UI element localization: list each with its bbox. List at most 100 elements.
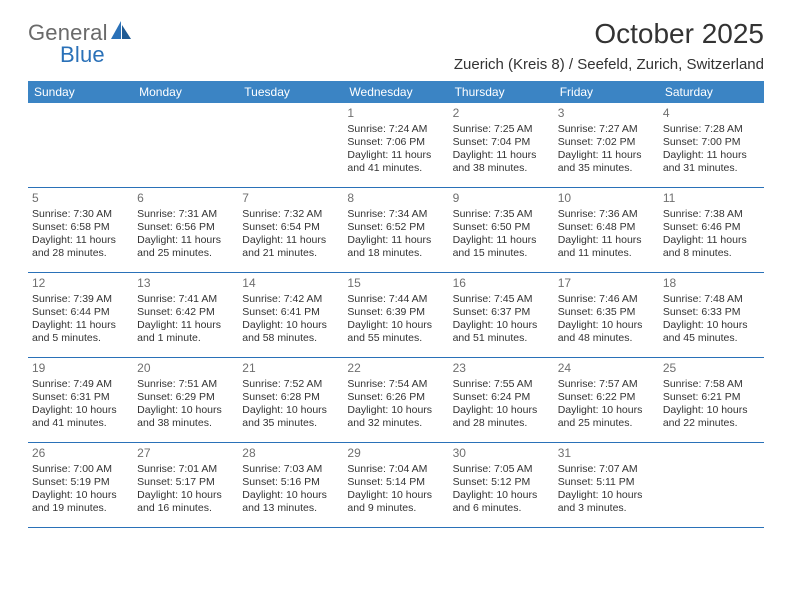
weeks-container: 1Sunrise: 7:24 AMSunset: 7:06 PMDaylight… (28, 103, 764, 528)
page-title: October 2025 (454, 18, 764, 50)
sunrise-line: Sunrise: 7:46 AM (558, 293, 655, 306)
day-cell: 30 Sunrise: 7:05 AMSunset: 5:12 PMDayligh… (449, 443, 554, 527)
sunset-line: Sunset: 6:29 PM (137, 391, 234, 404)
daylight-line: Daylight: 10 hours and 6 minutes. (453, 489, 550, 515)
daylight-line: Daylight: 10 hours and 58 minutes. (242, 319, 339, 345)
sunrise-line: Sunrise: 7:42 AM (242, 293, 339, 306)
sunrise-line: Sunrise: 7:34 AM (347, 208, 444, 221)
day-cell: 13Sunrise: 7:41 AMSunset: 6:42 PMDayligh… (133, 273, 238, 357)
day-number: 7 (242, 191, 339, 206)
week-row: 5Sunrise: 7:30 AMSunset: 6:58 PMDaylight… (28, 188, 764, 273)
sunset-line: Sunset: 6:50 PM (453, 221, 550, 234)
day-cell: 25Sunrise: 7:58 AMSunset: 6:21 PMDayligh… (659, 358, 764, 442)
sunrise-line: Sunrise: 7:04 AM (347, 463, 444, 476)
sunset-line: Sunset: 6:41 PM (242, 306, 339, 319)
day-cell: 20Sunrise: 7:51 AMSunset: 6:29 PMDayligh… (133, 358, 238, 442)
day-number: 31 (558, 446, 655, 461)
sunset-line: Sunset: 5:14 PM (347, 476, 444, 489)
day-cell: 17Sunrise: 7:46 AMSunset: 6:35 PMDayligh… (554, 273, 659, 357)
day-cell: 19Sunrise: 7:49 AMSunset: 6:31 PMDayligh… (28, 358, 133, 442)
day-number: 19 (32, 361, 129, 376)
sunrise-line: Sunrise: 7:49 AM (32, 378, 129, 391)
day-cell: 4Sunrise: 7:28 AMSunset: 7:00 PMDaylight… (659, 103, 764, 187)
sail-icon (111, 21, 133, 46)
sunrise-line: Sunrise: 7:01 AM (137, 463, 234, 476)
dow-thursday: Thursday (449, 81, 554, 103)
sunset-line: Sunset: 6:56 PM (137, 221, 234, 234)
daylight-line: Daylight: 11 hours and 35 minutes. (558, 149, 655, 175)
sunrise-line: Sunrise: 7:41 AM (137, 293, 234, 306)
daylight-line: Daylight: 11 hours and 11 minutes. (558, 234, 655, 260)
day-cell: 1Sunrise: 7:24 AMSunset: 7:06 PMDaylight… (343, 103, 448, 187)
calendar: Sunday Monday Tuesday Wednesday Thursday… (28, 81, 764, 528)
day-cell: 12Sunrise: 7:39 AMSunset: 6:44 PMDayligh… (28, 273, 133, 357)
day-number: 8 (347, 191, 444, 206)
day-cell (133, 103, 238, 187)
sunset-line: Sunset: 6:58 PM (32, 221, 129, 234)
sunset-line: Sunset: 6:37 PM (453, 306, 550, 319)
sunrise-line: Sunrise: 7:36 AM (558, 208, 655, 221)
sunset-line: Sunset: 6:42 PM (137, 306, 234, 319)
day-number: 27 (137, 446, 234, 461)
daylight-line: Daylight: 10 hours and 22 minutes. (663, 404, 760, 430)
daylight-line: Daylight: 11 hours and 25 minutes. (137, 234, 234, 260)
sunrise-line: Sunrise: 7:52 AM (242, 378, 339, 391)
location-text: Zuerich (Kreis 8) / Seefeld, Zurich, Swi… (454, 56, 764, 73)
day-cell: 18Sunrise: 7:48 AMSunset: 6:33 PMDayligh… (659, 273, 764, 357)
daylight-line: Daylight: 10 hours and 51 minutes. (453, 319, 550, 345)
sunset-line: Sunset: 6:28 PM (242, 391, 339, 404)
sunset-line: Sunset: 5:11 PM (558, 476, 655, 489)
sunset-line: Sunset: 6:52 PM (347, 221, 444, 234)
sunrise-line: Sunrise: 7:03 AM (242, 463, 339, 476)
sunrise-line: Sunrise: 7:31 AM (137, 208, 234, 221)
dow-saturday: Saturday (659, 81, 764, 103)
sunset-line: Sunset: 5:17 PM (137, 476, 234, 489)
day-cell: 3Sunrise: 7:27 AMSunset: 7:02 PMDaylight… (554, 103, 659, 187)
daylight-line: Daylight: 11 hours and 18 minutes. (347, 234, 444, 260)
header: General October 2025 Zuerich (Kreis 8) /… (28, 18, 764, 73)
page: General October 2025 Zuerich (Kreis 8) /… (0, 0, 792, 538)
daylight-line: Daylight: 10 hours and 25 minutes. (558, 404, 655, 430)
day-number: 15 (347, 276, 444, 291)
daylight-line: Daylight: 10 hours and 41 minutes. (32, 404, 129, 430)
sunrise-line: Sunrise: 7:44 AM (347, 293, 444, 306)
dow-tuesday: Tuesday (238, 81, 343, 103)
daylight-line: Daylight: 10 hours and 48 minutes. (558, 319, 655, 345)
day-cell: 28Sunrise: 7:03 AMSunset: 5:16 PMDayligh… (238, 443, 343, 527)
sunrise-line: Sunrise: 7:38 AM (663, 208, 760, 221)
daylight-line: Daylight: 10 hours and 16 minutes. (137, 489, 234, 515)
sunrise-line: Sunrise: 7:51 AM (137, 378, 234, 391)
day-cell: 29Sunrise: 7:04 AMSunset: 5:14 PMDayligh… (343, 443, 448, 527)
day-number: 20 (137, 361, 234, 376)
daylight-line: Daylight: 11 hours and 21 minutes. (242, 234, 339, 260)
daylight-line: Daylight: 10 hours and 28 minutes. (453, 404, 550, 430)
sunrise-line: Sunrise: 7:32 AM (242, 208, 339, 221)
daylight-line: Daylight: 10 hours and 3 minutes. (558, 489, 655, 515)
sunrise-line: Sunrise: 7:25 AM (453, 123, 550, 136)
day-number: 30 (453, 446, 550, 461)
day-number: 1 (347, 106, 444, 121)
daylight-line: Daylight: 10 hours and 13 minutes. (242, 489, 339, 515)
sunset-line: Sunset: 6:22 PM (558, 391, 655, 404)
day-number: 26 (32, 446, 129, 461)
day-number: 28 (242, 446, 339, 461)
sunrise-line: Sunrise: 7:35 AM (453, 208, 550, 221)
sunset-line: Sunset: 6:48 PM (558, 221, 655, 234)
daylight-line: Daylight: 11 hours and 15 minutes. (453, 234, 550, 260)
dow-wednesday: Wednesday (343, 81, 448, 103)
sunrise-line: Sunrise: 7:05 AM (453, 463, 550, 476)
week-row: 12Sunrise: 7:39 AMSunset: 6:44 PMDayligh… (28, 273, 764, 358)
sunset-line: Sunset: 5:12 PM (453, 476, 550, 489)
dow-friday: Friday (554, 81, 659, 103)
sunrise-line: Sunrise: 7:48 AM (663, 293, 760, 306)
sunset-line: Sunset: 6:44 PM (32, 306, 129, 319)
sunrise-line: Sunrise: 7:28 AM (663, 123, 760, 136)
day-cell: 21Sunrise: 7:52 AMSunset: 6:28 PMDayligh… (238, 358, 343, 442)
sunrise-line: Sunrise: 7:45 AM (453, 293, 550, 306)
sunset-line: Sunset: 7:06 PM (347, 136, 444, 149)
day-number: 21 (242, 361, 339, 376)
day-cell: 7Sunrise: 7:32 AMSunset: 6:54 PMDaylight… (238, 188, 343, 272)
sunset-line: Sunset: 6:33 PM (663, 306, 760, 319)
day-cell: 11Sunrise: 7:38 AMSunset: 6:46 PMDayligh… (659, 188, 764, 272)
day-cell: 14Sunrise: 7:42 AMSunset: 6:41 PMDayligh… (238, 273, 343, 357)
